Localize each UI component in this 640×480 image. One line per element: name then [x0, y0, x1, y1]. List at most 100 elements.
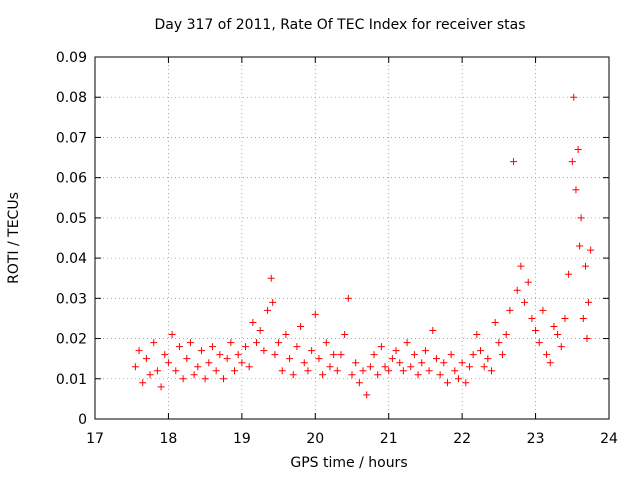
y-tick-label: 0.07 — [56, 130, 87, 146]
data-point — [374, 371, 382, 379]
data-point — [216, 351, 224, 359]
data-point — [135, 347, 143, 355]
data-point — [576, 242, 584, 250]
data-point — [330, 351, 338, 359]
data-point — [245, 363, 253, 371]
data-point — [510, 158, 518, 166]
data-point — [201, 375, 209, 383]
data-point — [264, 306, 272, 314]
data-point — [546, 359, 554, 367]
data-point — [403, 339, 411, 347]
data-point — [355, 379, 363, 387]
data-point — [161, 351, 169, 359]
data-point — [392, 347, 400, 355]
data-point — [425, 367, 433, 375]
data-point — [491, 318, 499, 326]
x-tick-label: 23 — [527, 431, 545, 447]
data-point — [458, 359, 466, 367]
data-point — [344, 294, 352, 302]
data-point — [570, 93, 578, 101]
data-point — [238, 359, 246, 367]
data-point — [517, 262, 525, 270]
data-point — [212, 367, 220, 375]
data-point — [454, 375, 462, 383]
y-axis-label: ROTI / TECUs — [6, 192, 22, 284]
data-point — [524, 278, 532, 286]
data-point — [164, 359, 172, 367]
data-point — [253, 339, 261, 347]
data-point — [506, 306, 514, 314]
data-point — [363, 391, 371, 399]
data-point — [260, 347, 268, 355]
data-point — [440, 359, 448, 367]
data-point — [502, 331, 510, 339]
data-points — [131, 93, 595, 399]
x-tick-label: 20 — [306, 431, 324, 447]
x-tick-label: 17 — [86, 431, 104, 447]
data-point — [271, 351, 279, 359]
data-point — [157, 383, 165, 391]
data-point — [421, 347, 429, 355]
data-point — [179, 375, 187, 383]
data-point — [465, 363, 473, 371]
data-point — [326, 363, 334, 371]
data-point — [473, 331, 481, 339]
data-point — [172, 367, 180, 375]
data-point — [341, 331, 349, 339]
data-point — [269, 298, 277, 306]
data-point — [249, 318, 257, 326]
data-point — [278, 367, 286, 375]
data-point — [565, 270, 573, 278]
data-point — [282, 331, 290, 339]
data-point — [513, 286, 521, 294]
data-point — [289, 371, 297, 379]
data-point — [286, 355, 294, 363]
data-point — [297, 322, 305, 330]
data-point — [432, 355, 440, 363]
data-point — [275, 339, 283, 347]
data-point — [223, 355, 231, 363]
data-point — [234, 351, 242, 359]
data-point — [142, 355, 150, 363]
data-point — [311, 310, 319, 318]
y-tick-label: 0.09 — [56, 50, 87, 66]
data-point — [410, 351, 418, 359]
y-tick-label: 0.06 — [56, 171, 87, 187]
y-tick-label: 0.03 — [56, 291, 87, 307]
data-point — [480, 363, 488, 371]
data-point — [377, 343, 385, 351]
data-point — [231, 367, 239, 375]
data-point — [532, 327, 540, 335]
data-point — [484, 355, 492, 363]
data-point — [153, 367, 161, 375]
data-point — [557, 343, 565, 351]
data-point — [293, 343, 301, 351]
data-point — [300, 359, 308, 367]
data-point — [488, 367, 496, 375]
data-point — [499, 351, 507, 359]
data-point — [579, 314, 587, 322]
data-point — [322, 339, 330, 347]
grid-lines — [95, 57, 609, 419]
data-point — [381, 363, 389, 371]
data-point — [227, 339, 235, 347]
data-point — [436, 371, 444, 379]
data-point — [462, 379, 470, 387]
data-point — [139, 379, 147, 387]
data-point — [267, 274, 275, 282]
data-point — [582, 262, 590, 270]
y-tick-label: 0.05 — [56, 211, 87, 227]
data-point — [469, 351, 477, 359]
data-point — [220, 375, 227, 383]
data-point — [388, 355, 396, 363]
data-point — [315, 355, 323, 363]
data-point — [242, 343, 250, 351]
data-point — [528, 314, 536, 322]
data-point — [543, 351, 551, 359]
data-point — [256, 327, 264, 335]
data-point — [366, 363, 374, 371]
data-point — [554, 331, 562, 339]
data-point — [495, 339, 503, 347]
data-point — [205, 359, 213, 367]
